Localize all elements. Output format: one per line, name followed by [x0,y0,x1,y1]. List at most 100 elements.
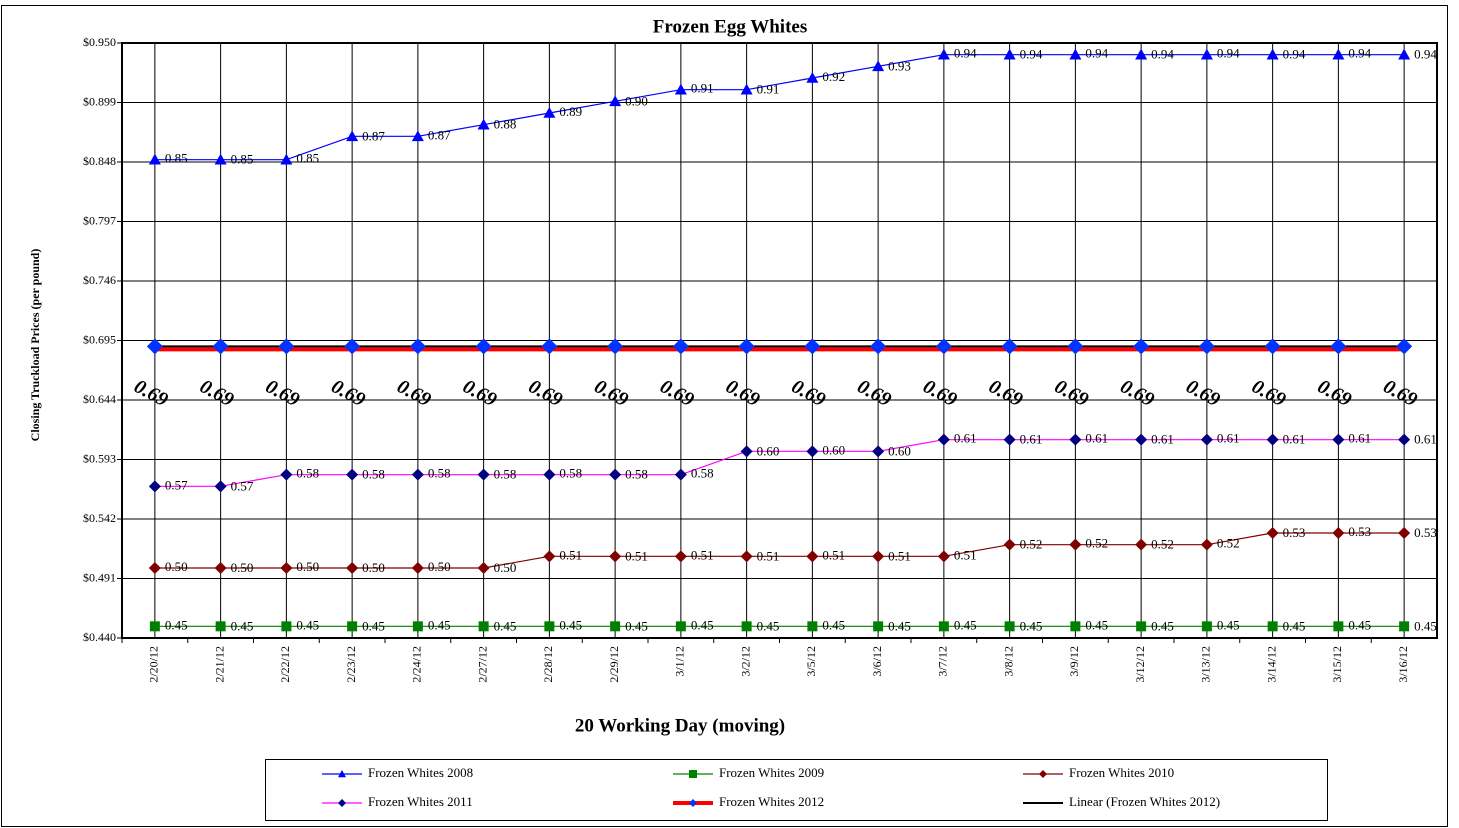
data-label: 0.52 [1217,536,1240,551]
marker [411,130,424,142]
data-label: 0.94 [1151,47,1174,62]
marker [937,550,950,563]
marker [1001,338,1018,355]
data-label: 0.51 [954,547,977,562]
data-label: 0.45 [165,617,188,632]
marker [214,562,227,574]
data-label: 0.85 [296,151,319,166]
data-label: 0.58 [494,467,517,482]
data-label: 0.61 [1217,431,1240,446]
data-label: 0.58 [362,467,385,482]
marker [338,799,346,807]
marker [1069,433,1082,446]
legend-label: Frozen Whites 2009 [719,765,824,780]
data-label: 0.45 [362,618,385,633]
data-label: 0.45 [1151,618,1174,633]
x-tick-label: 2/20/12 [147,646,161,683]
marker [807,621,818,632]
x-tick-label: 2/27/12 [475,646,489,683]
data-label: 0.45 [296,617,319,632]
marker [148,153,161,165]
marker [148,480,161,493]
data-label: 0.51 [822,547,845,562]
marker [806,445,819,458]
marker [1266,433,1279,446]
y-tick-label: $0.899 [83,94,116,108]
data-label: 0.50 [362,560,385,575]
marker [1135,48,1148,60]
marker [412,621,423,632]
marker [804,338,821,355]
y-axis-title: Closing Truckload Prices (per pound) [28,249,42,442]
marker [1039,770,1047,778]
marker [1003,433,1016,446]
marker [1330,338,1347,355]
marker [1398,527,1411,539]
data-label: 0.87 [428,127,451,142]
y-tick-label: $0.746 [83,273,116,287]
marker [1135,433,1148,446]
marker [870,338,887,355]
data-label: 0.94 [1085,46,1108,61]
data-label: 0.50 [428,559,451,574]
x-axis-title: 20 Working Day (moving) [575,715,785,736]
marker [346,468,359,481]
data-label: 0.45 [559,617,582,632]
legend-label: Frozen Whites 2011 [368,794,473,809]
marker [543,550,556,563]
marker [346,562,359,574]
data-label: 0.92 [822,69,845,84]
marker [1067,338,1084,355]
data-label: 0.52 [1151,537,1174,552]
marker [674,83,687,95]
chart-title: Frozen Egg Whites [653,16,807,37]
marker [806,72,819,83]
marker [478,621,489,632]
marker [872,445,885,458]
legend-box [265,759,1328,821]
marker [1267,621,1278,632]
marker [741,621,752,632]
x-tick-label: 3/15/12 [1330,646,1344,683]
x-tick-label: 3/14/12 [1264,646,1278,683]
data-label: 0.61 [1283,432,1306,447]
marker [935,338,952,355]
marker [347,621,358,632]
marker [609,95,622,107]
x-tick-label: 3/8/12 [1001,646,1015,677]
marker [543,468,556,481]
data-label: 0.89 [559,104,582,119]
data-label: 0.50 [296,559,319,574]
data-label: 0.45 [1414,618,1437,633]
marker [1135,538,1148,551]
marker [278,338,295,355]
data-label: 0.50 [165,559,188,574]
marker [1069,538,1082,551]
marker [280,153,293,165]
data-label: 0.87 [362,128,385,143]
marker [1396,338,1413,355]
series-line [154,532,1405,569]
data-label: 0.50 [494,560,517,575]
y-tick-label: $0.491 [83,570,116,584]
marker [1133,338,1150,355]
x-tick-label: 3/13/12 [1199,646,1213,683]
data-label: 0.60 [757,443,780,458]
series-line [154,54,1405,161]
data-label: 0.52 [1085,536,1108,551]
x-tick-label: 2/23/12 [344,646,358,683]
data-label: 0.58 [428,466,451,481]
marker [475,338,492,355]
x-tick-label: 2/29/12 [607,646,621,683]
marker [1003,538,1016,551]
data-label: 0.85 [165,151,188,166]
marker [806,550,819,563]
y-tick-label: $0.695 [83,332,116,346]
data-label: 0.45 [757,618,780,633]
data-label: 0.53 [1414,525,1437,540]
x-tick-label: 3/2/12 [738,646,752,677]
marker [1201,621,1212,632]
data-label: 0.45 [494,618,517,633]
marker [610,621,621,632]
marker [1198,338,1215,355]
